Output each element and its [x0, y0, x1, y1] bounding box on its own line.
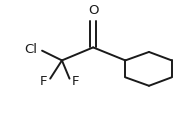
Text: F: F [40, 75, 48, 88]
Text: Cl: Cl [24, 43, 37, 56]
Text: O: O [88, 4, 98, 17]
Text: F: F [71, 75, 79, 88]
